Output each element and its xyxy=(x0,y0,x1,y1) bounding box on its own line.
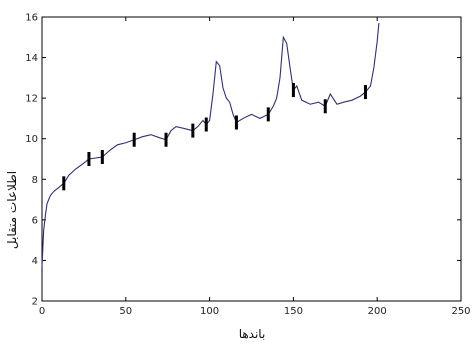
band-marker xyxy=(100,149,104,164)
band-marker xyxy=(204,117,208,132)
band-marker xyxy=(164,132,168,147)
y-axis-title: اطلاعات متقابل xyxy=(5,171,19,249)
band-marker xyxy=(132,132,136,147)
data-series-line xyxy=(41,23,380,267)
x-axis-title: باندها xyxy=(239,327,266,341)
x-tick-label: 150 xyxy=(284,306,303,317)
x-tick-label: 250 xyxy=(451,306,470,317)
plot-area-frame xyxy=(41,16,462,302)
y-tick-label: 16 xyxy=(25,13,38,24)
y-tick-label: 12 xyxy=(25,94,38,105)
y-tick-label: 2 xyxy=(32,297,38,308)
band-marker xyxy=(266,107,270,122)
x-tick-label: 0 xyxy=(39,306,45,317)
y-tick-label: 6 xyxy=(32,215,38,226)
y-tick-label: 10 xyxy=(25,134,38,145)
band-marker xyxy=(291,83,295,98)
band-marker xyxy=(234,115,238,130)
band-markers xyxy=(62,83,367,191)
y-tick-label: 14 xyxy=(25,53,38,64)
y-tick-label: 4 xyxy=(32,256,38,267)
tick-labels: 0 50 100 150 200 250 2 4 6 8 10 12 14 16 xyxy=(25,13,470,318)
band-marker xyxy=(363,85,367,100)
x-tick-label: 100 xyxy=(200,306,219,317)
band-marker xyxy=(62,176,66,191)
axis-ticks xyxy=(41,16,462,302)
x-tick-label: 200 xyxy=(368,306,387,317)
x-tick-label: 50 xyxy=(119,306,132,317)
band-marker xyxy=(191,123,195,138)
y-tick-label: 8 xyxy=(32,175,38,186)
band-marker xyxy=(87,152,91,166)
band-marker xyxy=(323,99,327,114)
